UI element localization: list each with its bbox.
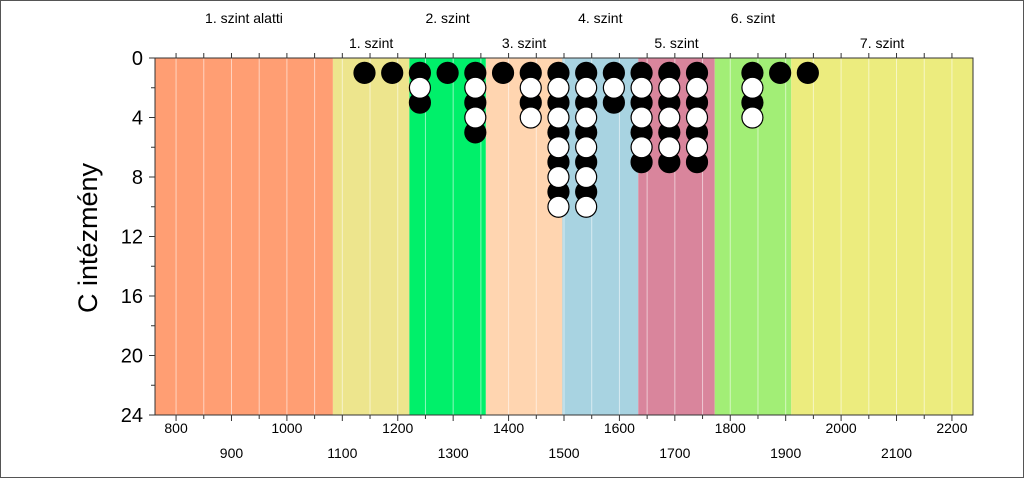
x-tick-label: 1500: [548, 445, 579, 461]
data-point-open: [658, 76, 681, 99]
data-point-open: [547, 195, 570, 218]
data-point-open: [741, 106, 764, 129]
data-point-open: [547, 76, 570, 99]
data-point-open: [685, 76, 709, 99]
data-point-filled: [436, 61, 459, 84]
x-tick-label: 1100: [327, 445, 357, 461]
y-tick-label: 16: [121, 286, 143, 308]
data-point-open: [630, 136, 653, 159]
x-tick-label: 1700: [659, 445, 690, 461]
x-tick-label: 800: [164, 420, 188, 436]
x-tick-label: 1200: [382, 420, 413, 436]
y-tick-label: 12: [121, 227, 143, 249]
x-tick-label: 1300: [438, 445, 469, 461]
data-point-open: [464, 106, 487, 129]
band-2: [332, 58, 410, 415]
x-tick-label: 2100: [881, 445, 912, 461]
data-point-open: [630, 106, 653, 129]
data-point-open: [464, 76, 487, 99]
x-tick-label: 2000: [826, 420, 857, 436]
x-tick-label: 2200: [936, 420, 967, 436]
band-label-2: 1. szint: [349, 35, 393, 51]
data-point-open: [685, 136, 709, 159]
data-point-open: [547, 136, 570, 159]
data-point-open: [575, 76, 598, 99]
labels-layer: 1. szint alatti 1. szint 2. szint 3. szint 4…: [121, 10, 968, 461]
x-tick-label: 1000: [271, 420, 302, 436]
y-tick-label: 8: [132, 167, 143, 189]
data-point-filled: [381, 61, 404, 84]
x-tick-label: 1900: [770, 445, 801, 461]
x-tick-label: 1600: [604, 420, 635, 436]
band-5: [562, 58, 639, 415]
data-point-open: [685, 106, 709, 129]
y-tick-label: 24: [121, 405, 143, 427]
band-label-3: 2. szint: [425, 10, 469, 26]
grid-layer: [175, 58, 953, 415]
data-point-open: [630, 76, 653, 99]
y-tick-label: 4: [132, 108, 143, 130]
band-8: [791, 58, 973, 415]
data-point-open: [658, 106, 681, 129]
y-tick-label: 20: [121, 346, 143, 368]
x-tick-label: 1400: [493, 420, 524, 436]
band-label-7: 6. szint: [731, 10, 775, 26]
data-point-open: [519, 76, 542, 99]
data-point-open: [547, 165, 570, 189]
data-point-open: [575, 136, 598, 159]
data-point-open: [575, 106, 598, 129]
band-label-4: 3. szint: [502, 35, 546, 51]
y-tick-label: 0: [132, 48, 143, 70]
data-point-open: [602, 76, 625, 99]
data-point-filled: [353, 61, 376, 84]
axes-layer: [149, 53, 974, 421]
data-point-open: [575, 165, 598, 189]
data-point-filled: [796, 61, 819, 84]
data-point-open: [519, 106, 542, 129]
x-tick-label: 900: [220, 445, 244, 461]
y-axis-label: C intézmény: [73, 162, 103, 313]
band-label-5: 4. szint: [578, 10, 622, 26]
data-point-filled: [491, 61, 515, 84]
band-label-1: 1. szint alatti: [205, 10, 283, 26]
data-point-open: [658, 136, 681, 159]
x-tick-label: 1800: [715, 420, 746, 436]
band-label-8: 7. szint: [860, 35, 904, 51]
band-label-6: 5. szint: [654, 35, 698, 51]
data-point-open: [575, 195, 598, 218]
band-1: [155, 58, 333, 415]
data-point-open: [547, 106, 570, 129]
marks-layer: [353, 61, 819, 218]
data-point-filled: [769, 61, 792, 84]
data-point-open: [408, 76, 432, 99]
data-point-open: [741, 76, 764, 99]
